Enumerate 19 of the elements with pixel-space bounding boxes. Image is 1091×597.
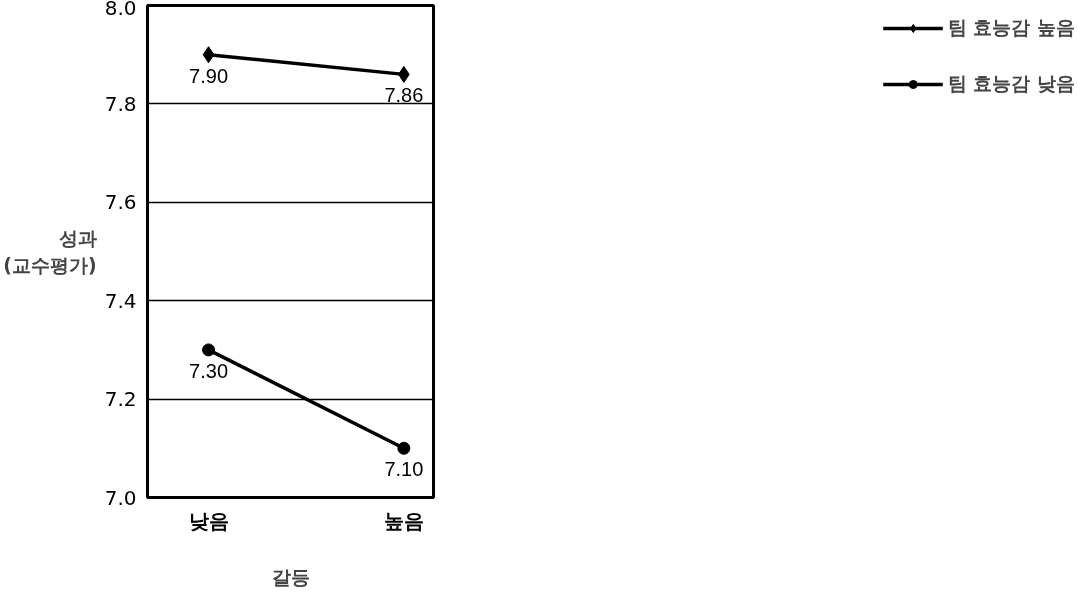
y-tick-label: 7.6 xyxy=(104,190,137,215)
y-tick-label: 7.2 xyxy=(104,387,137,412)
data-label: 7.86 xyxy=(384,84,424,107)
y-tick-label: 7.8 xyxy=(104,91,137,116)
legend-label: 팀 효능감 낮음 xyxy=(947,71,1075,96)
x-tick-label: 높음 xyxy=(383,508,424,533)
data-label: 7.30 xyxy=(189,359,229,382)
y-tick-label: 8.0 xyxy=(104,0,137,20)
data-label: 7.10 xyxy=(384,458,424,481)
x-tick-label: 낮음 xyxy=(188,508,229,533)
data-label: 7.90 xyxy=(189,64,229,87)
y-tick-label: 7.0 xyxy=(104,485,137,510)
y-axis-title: 성과 (교수평가) xyxy=(3,227,97,276)
point xyxy=(202,343,216,357)
point xyxy=(397,441,411,455)
x-axis-title: 갈등 xyxy=(271,565,310,588)
legend-label: 팀 효능감 높음 xyxy=(947,15,1075,40)
y-tick-label: 7.4 xyxy=(104,288,137,313)
point xyxy=(202,46,215,64)
